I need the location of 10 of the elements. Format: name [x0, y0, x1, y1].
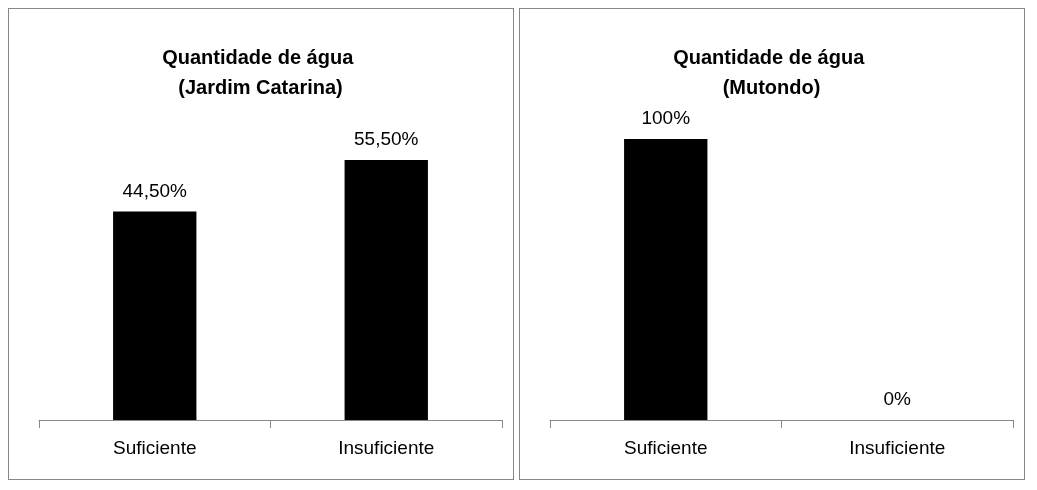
x-tick-label: Suficiente: [624, 437, 708, 458]
data-label: 55,50%: [354, 128, 419, 150]
data-label: 0%: [883, 388, 912, 409]
x-tick-label: Insuficiente: [338, 437, 435, 458]
x-tick-label: Suficiente: [113, 437, 197, 458]
data-label: 100%: [641, 107, 691, 128]
x-tick-label: Insuficiente: [849, 437, 946, 458]
chart-title: Quantidade de água (Jardim Catarina): [162, 46, 359, 98]
data-label: 44,50%: [122, 179, 188, 201]
chart-title: Quantidade de água (Mutondo): [673, 46, 870, 98]
